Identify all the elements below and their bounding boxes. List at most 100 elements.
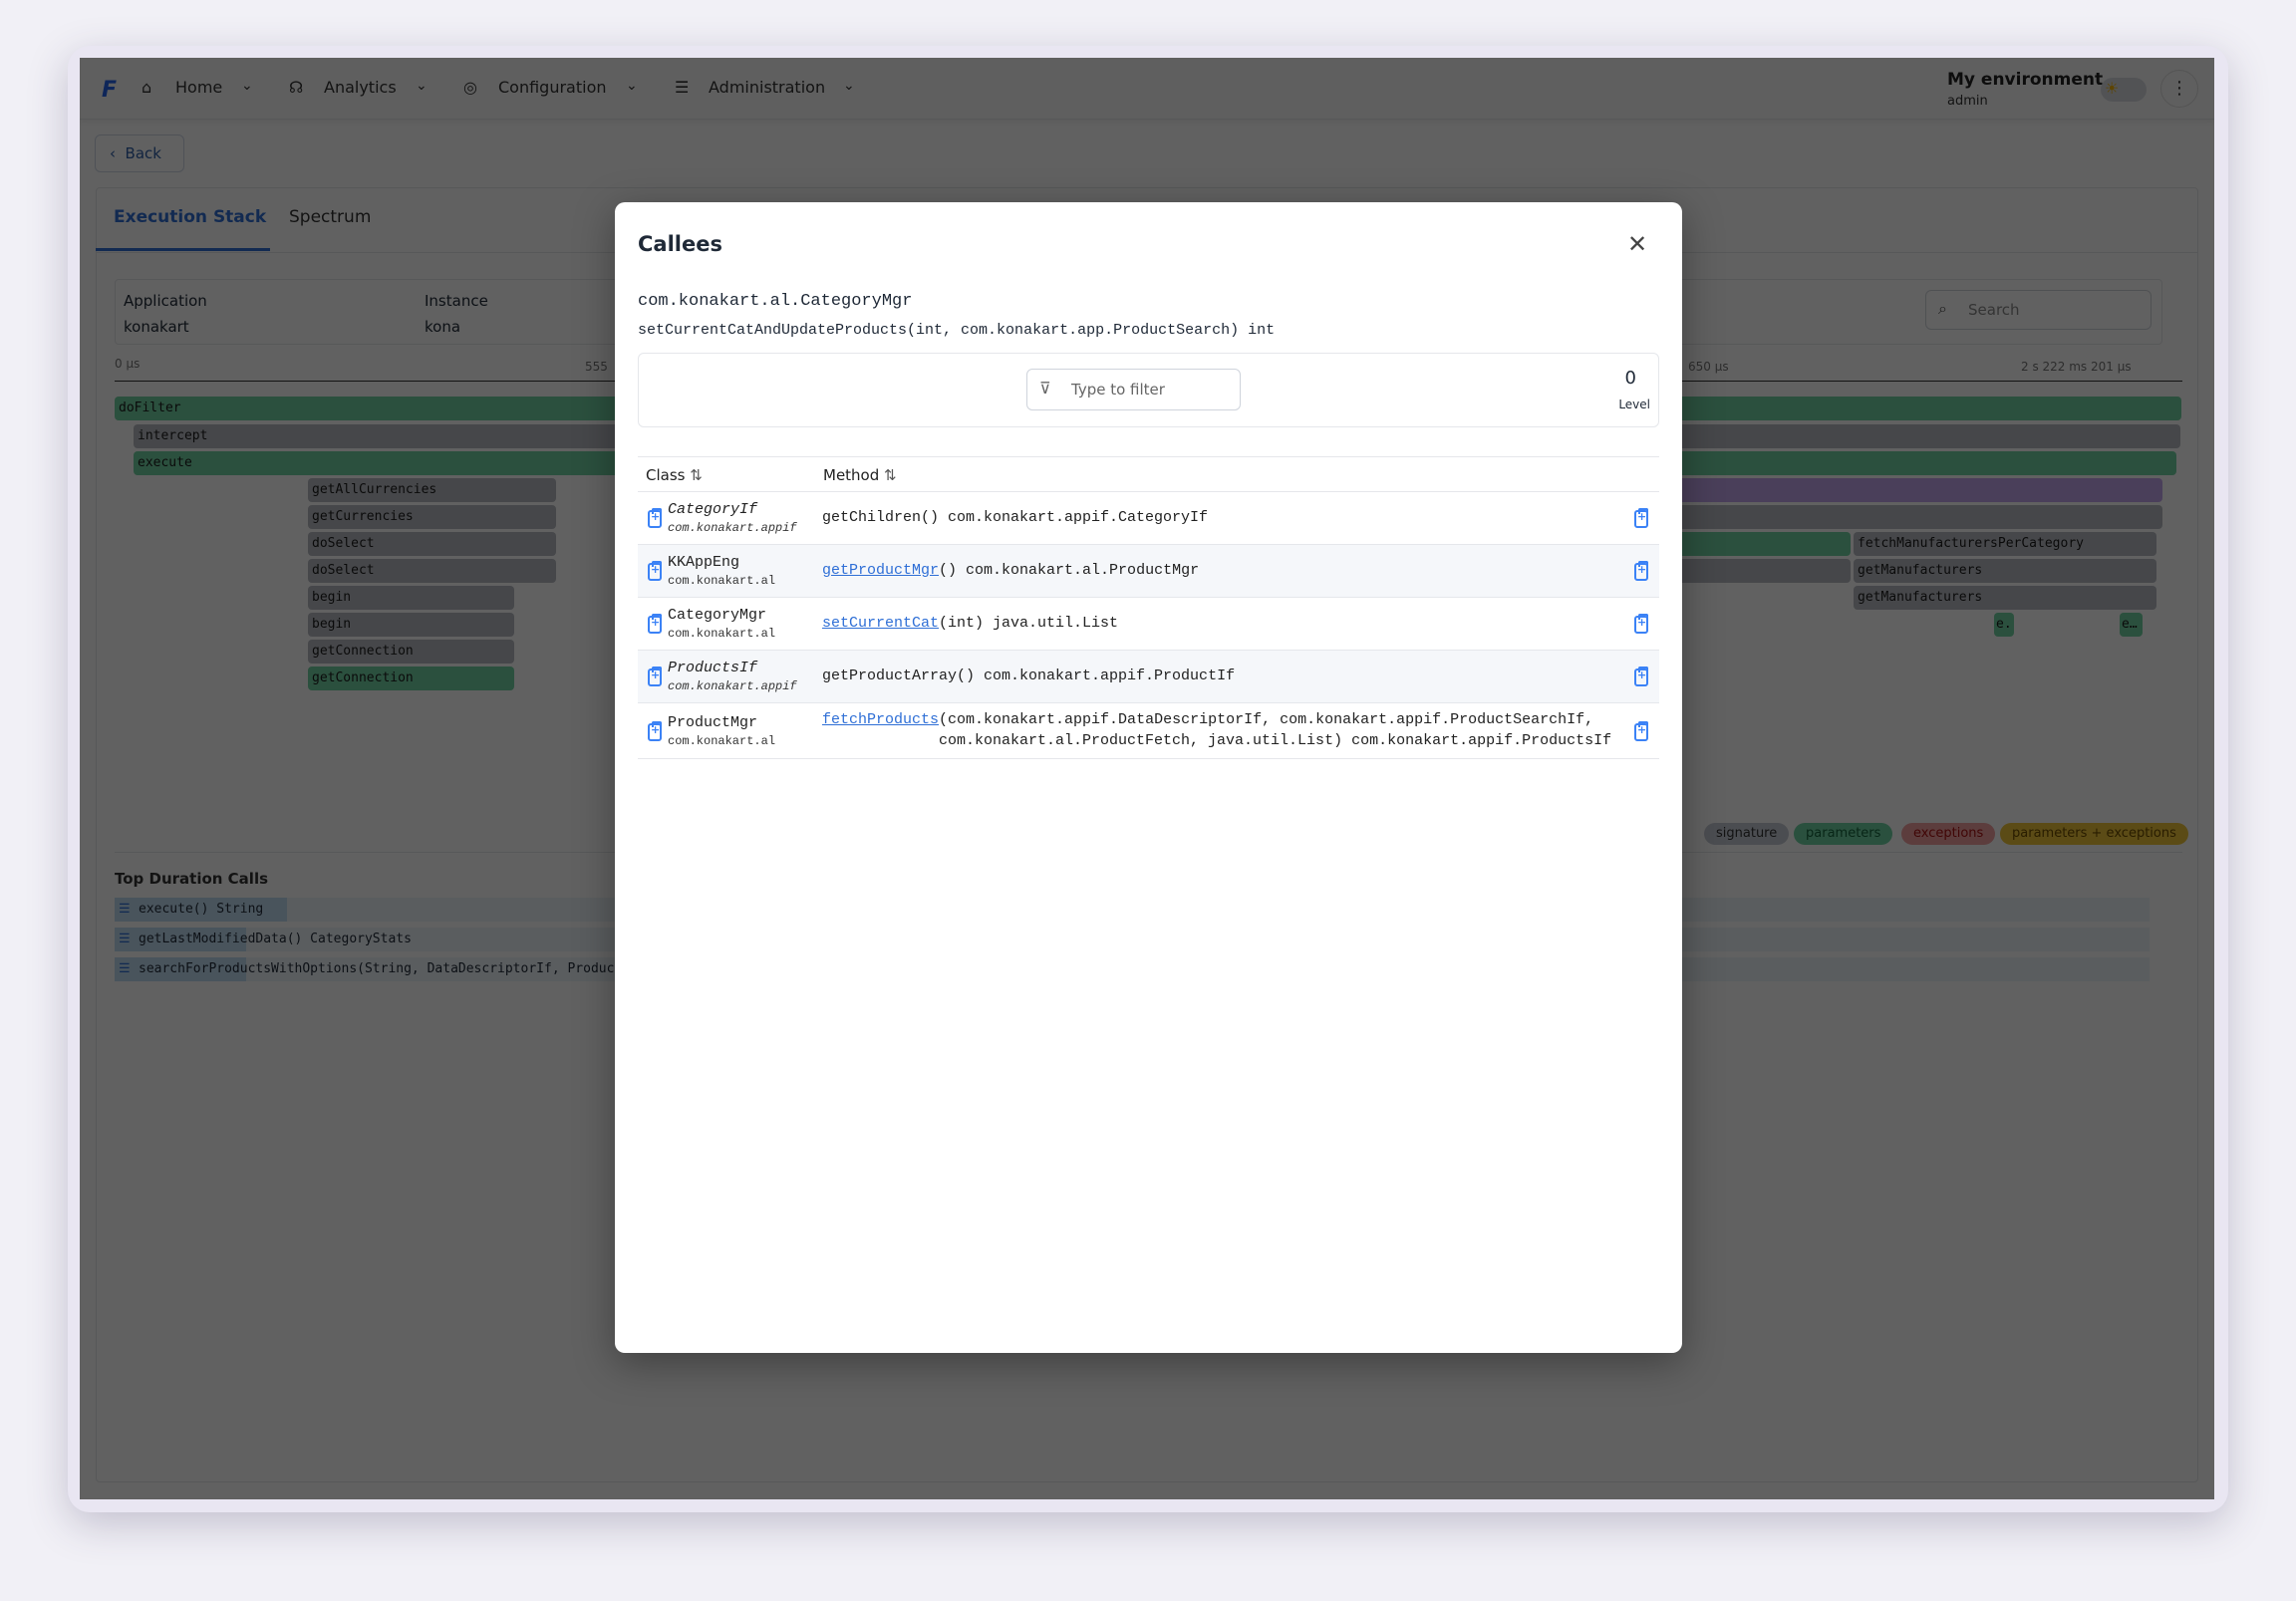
more-menu-button[interactable]: ⋮ [2160,70,2198,108]
logo-icon: F [102,78,118,103]
method-link[interactable]: fetchProducts [822,711,940,728]
application-label: Application [124,292,207,310]
frame-bar[interactable]: fetchManufacturersPerCategory [1854,532,2156,556]
frame-bar[interactable]: doSelect [308,532,556,556]
row-class: KKAppEng [668,554,740,571]
user-name: admin [1947,94,1988,109]
sort-icon[interactable]: ⇅ [690,466,703,484]
row-method: (com.konakart.appif.DataDescriptorIf, co… [939,711,1594,728]
chevron-down-icon[interactable]: ⌄ [416,78,428,94]
table-top-border [638,456,1659,457]
row-class: CategoryMgr [668,607,767,624]
sliders-icon: ☰ [675,78,690,97]
application-value: konakart [124,318,189,336]
filter-panel: ⊽ Type to filter 0 Level [638,353,1659,427]
row-package: com.konakart.al [668,734,776,748]
table-row[interactable]: CategoryMgr com.konakart.al setCurrentCa… [638,598,1659,651]
clipboard-add-icon[interactable] [1634,561,1648,581]
top-nav: F ⌂ Home ⌄ ☊ Analytics ⌄ ◎ Configuration… [80,58,2214,120]
timeline-end-label: 2 s 222 ms 201 µs [2021,360,2132,374]
nav-administration[interactable]: Administration [709,78,826,97]
tab-execution-stack[interactable]: Execution Stack [114,207,267,227]
clipboard-add-icon[interactable] [1634,667,1648,686]
row-package: com.konakart.appif [668,521,797,535]
row-class: ProductsIf [668,660,758,676]
instance-value: kona [425,318,461,336]
clipboard-add-icon[interactable] [1634,614,1648,634]
frame-bar[interactable]: begin [308,613,514,637]
chevron-down-icon[interactable]: ⌄ [626,78,638,94]
back-label: Back [125,144,161,162]
frame-bar[interactable]: getCurrencies [308,505,556,529]
clipboard-add-icon[interactable] [1634,721,1648,741]
method-signature: setCurrentCatAndUpdateProducts(int, com.… [638,322,1276,339]
table-row[interactable]: CategoryIf com.konakart.appif getChildre… [638,492,1659,545]
clipboard-add-icon[interactable] [648,667,662,686]
frame-bar[interactable]: getManufacturers [1854,586,2156,610]
chevron-down-icon[interactable]: ⌄ [241,78,253,94]
timeline-start-label: 0 µs [115,357,141,371]
frame-bar[interactable]: getConnection [308,667,514,690]
row-method: getChildren() com.konakart.appif.Categor… [822,509,1209,526]
row-method: () com.konakart.al.ProductMgr [939,562,1200,579]
nav-configuration[interactable]: Configuration [498,78,607,97]
clipboard-add-icon[interactable] [648,508,662,528]
legend-parameters-exceptions: parameters + exceptions [2000,823,2188,845]
row-method-continued: com.konakart.al.ProductFetch, java.util.… [939,732,1612,749]
list-search-icon: ☰ [119,902,131,917]
timeline-mid-label: 555 [585,360,608,374]
method-link[interactable]: setCurrentCat [822,615,940,632]
main-panel [96,187,2198,1482]
class-name: com.konakart.al.CategoryMgr [638,292,913,311]
row-package: com.konakart.al [668,574,776,588]
nav-analytics[interactable]: Analytics [324,78,397,97]
clipboard-add-icon[interactable] [648,614,662,634]
analytics-icon: ☊ [289,78,304,97]
row-class: ProductMgr [668,714,758,731]
table-row[interactable]: KKAppEng com.konakart.al getProductMgr()… [638,545,1659,598]
column-header-class[interactable]: Class ⇅ [646,466,703,484]
configuration-icon: ◎ [463,78,477,97]
clipboard-add-icon[interactable] [648,721,662,741]
sun-icon: ☀ [2105,79,2120,98]
home-icon: ⌂ [142,78,152,97]
row-method: (int) java.util.List [939,615,1119,632]
filter-icon: ⊽ [1039,379,1051,398]
filter-placeholder: Type to filter [1071,381,1165,399]
active-tab-indicator [96,248,270,251]
legend-signature: signature [1704,823,1790,845]
legend-exceptions: exceptions [1901,823,1996,845]
tab-spectrum[interactable]: Spectrum [289,207,372,227]
search-placeholder: Search [1968,301,2020,319]
callees-modal: Callees ✕ com.konakart.al.CategoryMgr se… [615,202,1682,1353]
filter-input[interactable]: ⊽ Type to filter [1026,369,1241,410]
back-button[interactable]: ‹ Back [95,134,184,172]
chevron-down-icon[interactable]: ⌄ [843,78,855,94]
method-link[interactable]: getProductMgr [822,562,940,579]
instance-label: Instance [425,292,488,310]
frame-bar[interactable]: getAllCurrencies [308,478,556,502]
column-header-method[interactable]: Method ⇅ [823,466,897,484]
table-row[interactable]: ProductMgr com.konakart.al fetchProducts… [638,703,1659,759]
table-row[interactable]: ProductsIf com.konakart.appif getProduct… [638,651,1659,703]
theme-toggle[interactable]: ☀ [2101,78,2147,102]
frame-bar[interactable]: e… [2120,613,2143,637]
nav-home[interactable]: Home [175,78,223,97]
environment-name: My environment [1947,70,2104,90]
row-package: com.konakart.al [668,627,776,641]
level-value: 0 [1624,368,1636,389]
row-package: com.konakart.appif [668,679,797,693]
frame-bar[interactable]: doSelect [308,559,556,583]
sort-icon[interactable]: ⇅ [884,466,897,484]
top-calls-title: Top Duration Calls [115,870,269,888]
legend-parameters: parameters [1794,823,1893,845]
clipboard-add-icon[interactable] [648,561,662,581]
clipboard-add-icon[interactable] [1634,508,1648,528]
frame-bar[interactable]: getConnection [308,640,514,664]
frame-bar[interactable]: begin [308,586,514,610]
frame-bar[interactable]: e. [1994,613,2014,637]
close-icon[interactable]: ✕ [1627,230,1648,258]
search-input[interactable]: ⌕ Search [1925,290,2152,330]
frame-bar[interactable]: getManufacturers [1854,559,2156,583]
list-search-icon: ☰ [119,932,131,946]
